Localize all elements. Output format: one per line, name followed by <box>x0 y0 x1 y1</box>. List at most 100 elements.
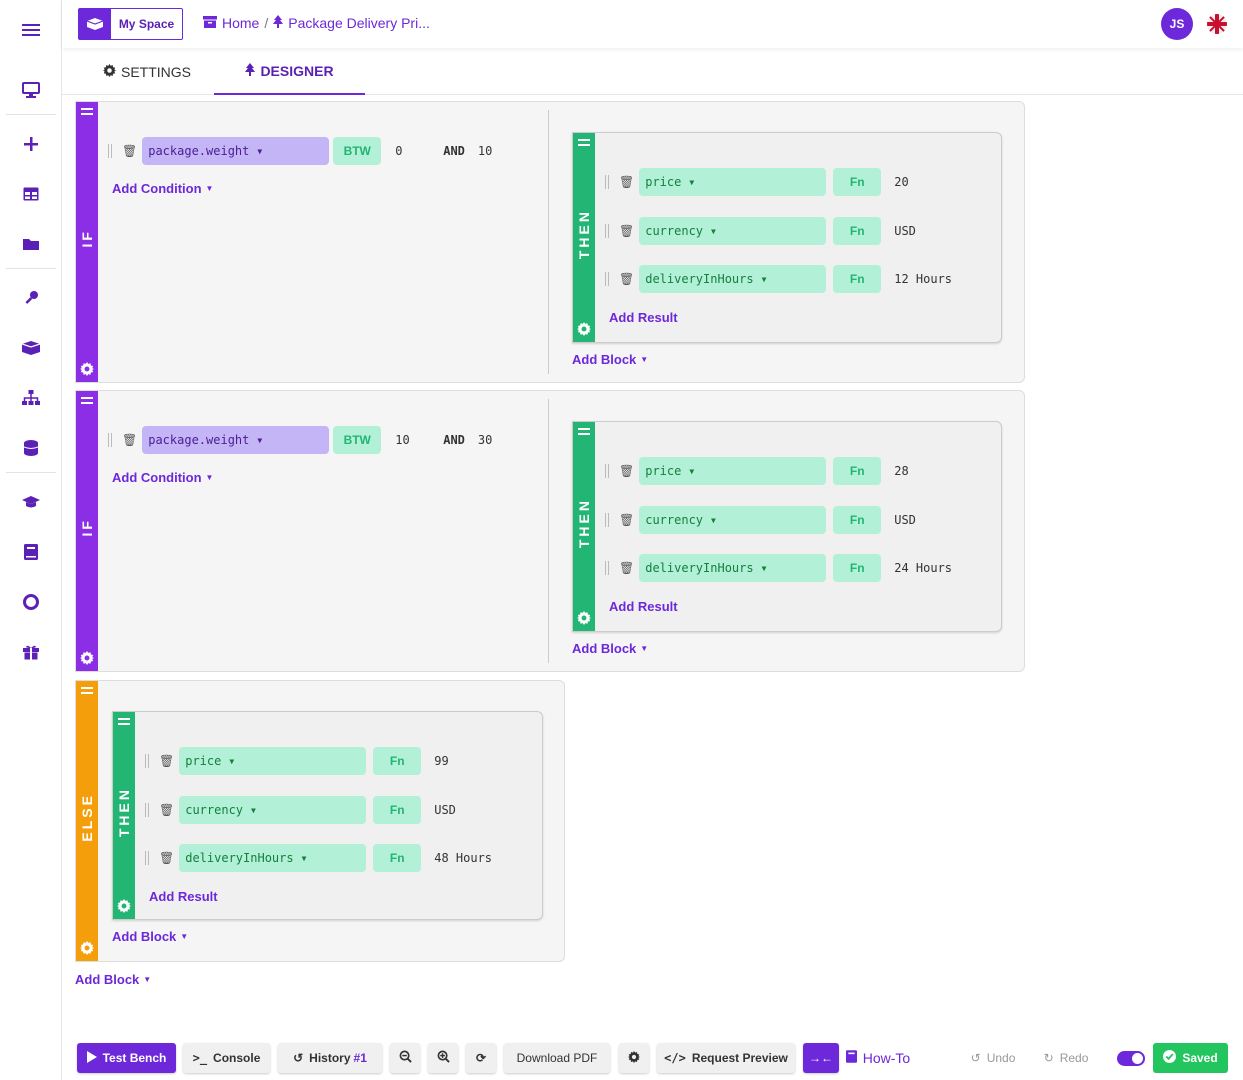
folder-icon[interactable] <box>0 228 62 260</box>
result-value[interactable]: 20 <box>894 175 909 189</box>
lifebuoy-icon[interactable] <box>0 586 62 618</box>
drag-handle-icon[interactable] <box>578 428 590 435</box>
how-to-button[interactable]: How-To <box>844 1043 912 1073</box>
drag-handle-icon[interactable] <box>578 139 590 146</box>
result-field-select[interactable]: price ▼ <box>639 168 827 196</box>
fn-button[interactable]: Fn <box>833 457 882 485</box>
drag-handle-icon[interactable] <box>605 513 609 527</box>
table-icon[interactable] <box>0 178 62 210</box>
gear-icon[interactable] <box>577 611 591 625</box>
collapse-button[interactable]: →← <box>803 1043 839 1073</box>
condition-from-value[interactable]: 10 <box>395 433 410 447</box>
plus-icon[interactable] <box>0 128 62 160</box>
drag-handle-icon[interactable] <box>118 718 130 725</box>
result-field-select[interactable]: price ▼ <box>179 747 367 775</box>
condition-from-value[interactable]: 0 <box>395 144 403 158</box>
drag-handle-icon[interactable] <box>81 108 93 115</box>
result-field-select[interactable]: currency ▼ <box>179 796 367 824</box>
result-value[interactable]: 48 Hours <box>434 851 493 865</box>
drag-handle-icon[interactable] <box>145 803 149 817</box>
fn-button[interactable]: Fn <box>833 217 882 245</box>
add-condition-button[interactable]: Add Condition ▼ <box>112 470 213 485</box>
operator-button[interactable]: BTW <box>333 426 382 454</box>
fn-button[interactable]: Fn <box>833 506 882 534</box>
drag-handle-icon[interactable] <box>108 144 112 158</box>
result-field-select[interactable]: currency ▼ <box>639 506 827 534</box>
add-result-button[interactable]: Add Result <box>609 599 678 614</box>
uk-flag-icon[interactable] <box>1207 14 1227 34</box>
result-value[interactable]: 28 <box>894 464 909 478</box>
result-field-select[interactable]: currency ▼ <box>639 217 827 245</box>
console-button[interactable]: >_ Console <box>183 1043 270 1073</box>
trash-icon[interactable]: 🗑 <box>159 851 175 865</box>
tab-settings[interactable]: SETTINGS <box>82 48 212 95</box>
breadcrumb-home[interactable]: Home <box>222 15 260 31</box>
condition-field-select[interactable]: package.weight ▼ <box>142 137 330 165</box>
drag-handle-icon[interactable] <box>605 464 609 478</box>
test-bench-button[interactable]: Test Bench <box>77 1043 176 1073</box>
avatar[interactable]: JS <box>1161 8 1193 40</box>
condition-field-select[interactable]: package.weight ▼ <box>142 426 330 454</box>
drag-handle-icon[interactable] <box>81 687 93 694</box>
fn-button[interactable]: Fn <box>833 265 882 293</box>
trash-icon[interactable]: 🗑 <box>159 803 175 817</box>
condition-to-value[interactable]: 10 <box>477 144 493 158</box>
trash-icon[interactable]: 🗑 <box>619 224 635 238</box>
gear-icon[interactable] <box>117 899 131 913</box>
tab-designer[interactable]: DESIGNER <box>214 48 365 95</box>
my-space-button[interactable]: My Space <box>78 8 183 40</box>
graduation-cap-icon[interactable] <box>0 486 62 518</box>
fn-button[interactable]: Fn <box>373 844 422 872</box>
menu-icon[interactable] <box>0 14 62 46</box>
drag-handle-icon[interactable] <box>145 851 149 865</box>
add-block-button[interactable]: Add Block ▼ <box>572 352 648 367</box>
desktop-icon[interactable] <box>0 74 62 106</box>
root-add-block-button[interactable]: Add Block ▼ <box>75 972 151 987</box>
condition-to-value[interactable]: 30 <box>477 433 493 447</box>
book-icon[interactable] <box>0 536 62 568</box>
zoom-out-button[interactable] <box>390 1043 420 1073</box>
result-field-select[interactable]: deliveryInHours ▼ <box>639 554 827 582</box>
drag-handle-icon[interactable] <box>145 754 149 768</box>
trash-icon[interactable]: 🗑 <box>619 561 635 575</box>
key-icon[interactable] <box>0 282 62 314</box>
autosave-toggle[interactable] <box>1117 1051 1145 1066</box>
result-value[interactable]: 24 Hours <box>894 561 953 575</box>
result-value[interactable]: USD <box>894 513 916 527</box>
result-value[interactable]: 12 Hours <box>894 272 953 286</box>
gear-icon[interactable] <box>80 940 94 955</box>
fn-button[interactable]: Fn <box>833 168 882 196</box>
add-block-button[interactable]: Add Block ▼ <box>572 641 648 656</box>
result-value[interactable]: 99 <box>434 754 449 768</box>
result-field-select[interactable]: deliveryInHours ▼ <box>179 844 367 872</box>
trash-icon[interactable]: 🗑 <box>122 433 138 447</box>
download-pdf-button[interactable]: Download PDF <box>504 1043 610 1073</box>
add-block-button[interactable]: Add Block ▼ <box>112 929 188 944</box>
redo-button[interactable]: ↻ Redo <box>1038 1043 1094 1073</box>
refresh-button[interactable]: ⟳ <box>466 1043 496 1073</box>
drag-handle-icon[interactable] <box>605 175 609 189</box>
gear-icon[interactable] <box>80 361 94 376</box>
result-field-select[interactable]: deliveryInHours ▼ <box>639 265 827 293</box>
drag-handle-icon[interactable] <box>81 397 93 404</box>
trash-icon[interactable]: 🗑 <box>619 175 635 189</box>
gear-icon[interactable] <box>80 650 94 665</box>
add-result-button[interactable]: Add Result <box>609 310 678 325</box>
drag-handle-icon[interactable] <box>605 272 609 286</box>
result-value[interactable]: USD <box>894 224 916 238</box>
database-icon[interactable] <box>0 432 62 464</box>
history-button[interactable]: ↺ History #1 <box>278 1043 382 1073</box>
add-condition-button[interactable]: Add Condition ▼ <box>112 181 213 196</box>
drag-handle-icon[interactable] <box>605 561 609 575</box>
fn-button[interactable]: Fn <box>373 747 422 775</box>
undo-button[interactable]: ↺ Undo <box>964 1043 1022 1073</box>
trash-icon[interactable]: 🗑 <box>619 513 635 527</box>
drag-handle-icon[interactable] <box>108 433 112 447</box>
drag-handle-icon[interactable] <box>605 224 609 238</box>
boxes-icon[interactable] <box>0 332 62 364</box>
fn-button[interactable]: Fn <box>373 796 422 824</box>
result-field-select[interactable]: price ▼ <box>639 457 827 485</box>
fn-button[interactable]: Fn <box>833 554 882 582</box>
gift-icon[interactable] <box>0 636 62 668</box>
result-value[interactable]: USD <box>434 803 456 817</box>
